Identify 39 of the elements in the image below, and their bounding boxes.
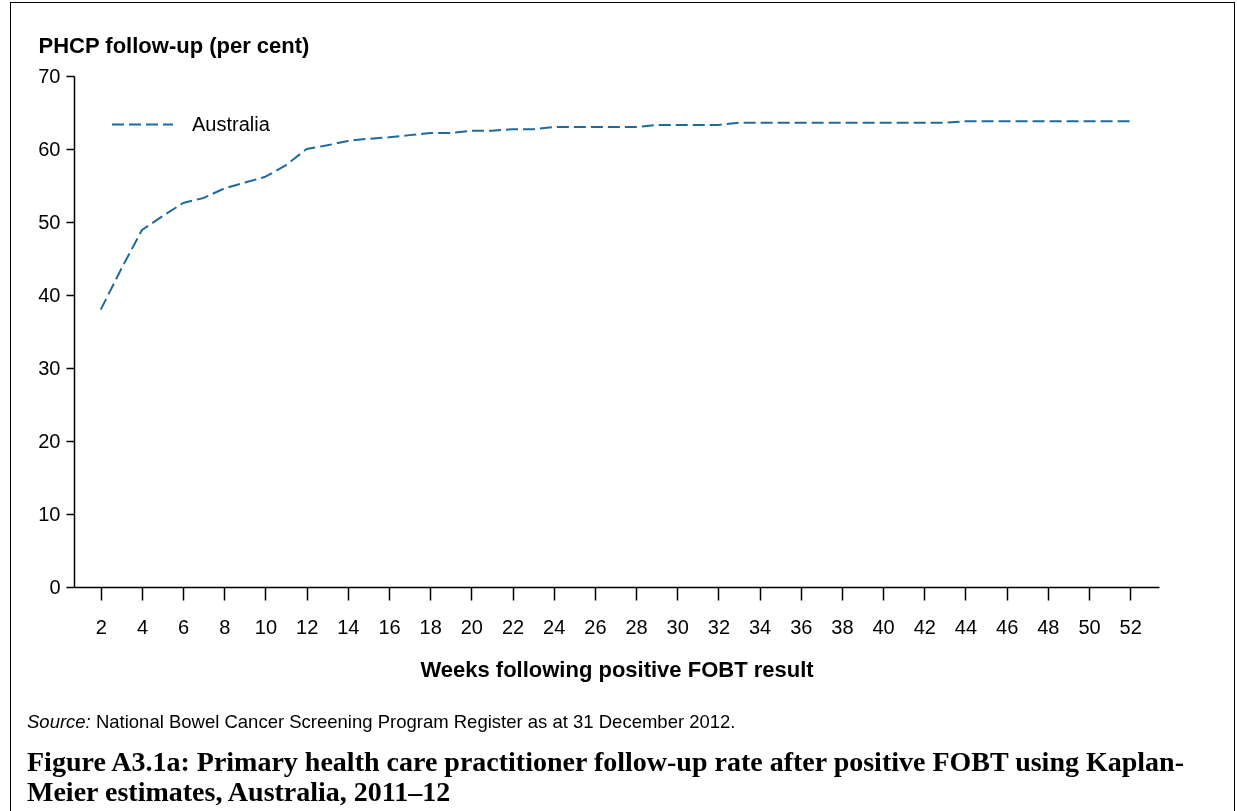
x-tick-label: 34 [748, 615, 772, 638]
x-tick-label: 52 [1119, 615, 1142, 638]
x-tick-label: 18 [419, 615, 442, 638]
x-tick-label: 46 [996, 615, 1019, 638]
x-tick-label: 16 [378, 615, 401, 638]
x-tick-label: 38 [831, 615, 854, 638]
x-tick-label: 26 [584, 615, 607, 638]
x-tick-label: 36 [790, 615, 813, 638]
x-tick-label: 12 [296, 615, 319, 638]
x-tick-label: 50 [1078, 615, 1101, 638]
y-tick-label: 10 [38, 502, 61, 525]
x-tick-label: 10 [254, 615, 278, 638]
y-tick-label: 50 [38, 210, 61, 233]
x-tick-label: 32 [707, 615, 731, 638]
y-tick-label: 30 [38, 356, 61, 379]
x-tick-label: 44 [954, 615, 978, 638]
x-tick-label: 2 [95, 615, 107, 638]
text: Figure A3.1a: Primary health care practitioner follow-up rate after positive FOBT using Kaplan-Meier estimates, Australia, 2011–12 [27, 746, 1185, 807]
x-tick-label: 22 [501, 615, 525, 638]
x-tick-label: 48 [1037, 615, 1060, 638]
y-tick-label: 0 [49, 575, 61, 598]
x-tick-label: 42 [913, 615, 936, 638]
x-tick-label: 28 [625, 615, 648, 638]
y-axis-title: PHCP follow-up (per cent) [38, 32, 310, 58]
y-tick-label: 60 [38, 137, 61, 160]
x-tick-label: 20 [460, 615, 483, 638]
x-tick-label: 6 [178, 615, 190, 638]
x-tick-label: 24 [543, 615, 566, 638]
y-tick-label: 70 [38, 64, 61, 87]
legend-label: Australia [192, 112, 271, 135]
y-tick-label: 20 [38, 429, 61, 452]
x-tick-label: 4 [136, 615, 148, 638]
source-note: Source: National Bowel Cancer Screening Program Register as at 31 December 2012. [27, 711, 736, 733]
x-tick-label: 8 [219, 615, 231, 638]
x-axis-title: Weeks following positive FOBT result [420, 656, 815, 682]
x-tick-label: 14 [337, 615, 360, 638]
x-tick-label: 30 [666, 615, 689, 638]
y-tick-label: 40 [38, 283, 61, 306]
x-tick-label: 40 [872, 615, 895, 638]
